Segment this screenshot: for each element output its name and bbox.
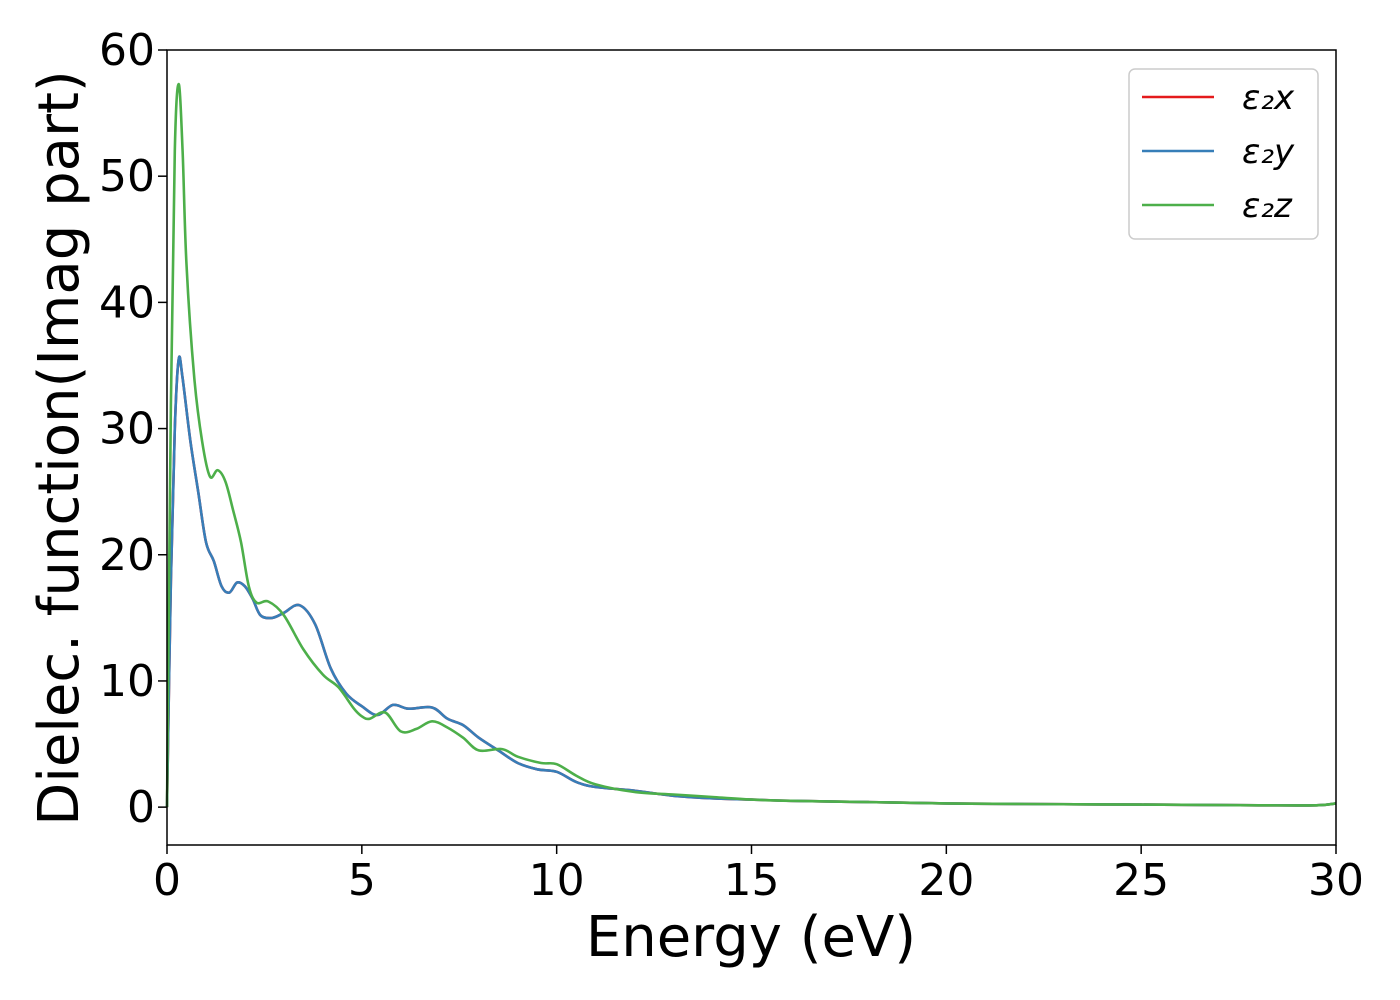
x-tick-label: 20 — [918, 855, 974, 906]
x-tick-label: 15 — [724, 855, 780, 906]
legend-label-1: ε₂x — [1242, 78, 1295, 118]
legend-box — [1128, 68, 1319, 240]
y-tick-label: 10 — [99, 656, 155, 707]
x-tick-label: 30 — [1308, 855, 1364, 906]
y-tick-label: 30 — [99, 404, 155, 455]
plot-lines — [165, 82, 1337, 808]
y-tick-label: 0 — [127, 782, 155, 833]
x-tick-label: 5 — [348, 855, 376, 906]
y-tick-label: 20 — [99, 530, 155, 581]
x-tick-label: 25 — [1113, 855, 1169, 906]
y-axis-label: Dielec. function(Imag part) — [27, 70, 92, 826]
y-tick-label: 40 — [99, 277, 155, 328]
x-tick-label: 0 — [153, 855, 181, 906]
x-axis-ticks: 0 5 10 15 20 25 30 — [153, 845, 1364, 906]
legend-label-3: ε₂z — [1242, 186, 1293, 226]
series-line-2 — [165, 355, 1337, 808]
series-line-1 — [165, 355, 1337, 808]
y-tick-label: 50 — [99, 151, 155, 202]
y-axis-ticks: 0 10 20 30 40 50 60 — [99, 25, 167, 833]
y-tick-label: 60 — [99, 25, 155, 76]
x-axis-label: Energy (eV) — [586, 905, 916, 970]
legend-label-2: ε₂y — [1242, 132, 1295, 172]
x-tick-label: 10 — [529, 855, 585, 906]
legend: ε₂x ε₂y ε₂z — [1128, 68, 1319, 240]
series-line-3 — [165, 82, 1337, 808]
